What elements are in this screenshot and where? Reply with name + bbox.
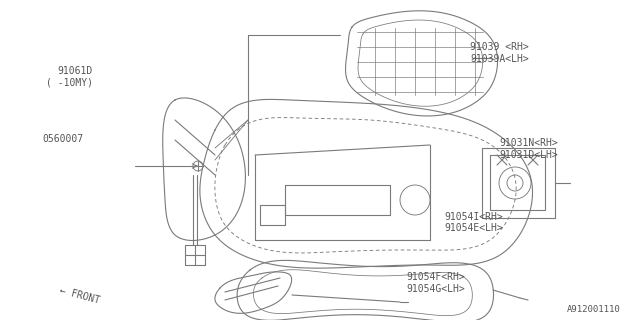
- Text: 0560007: 0560007: [42, 134, 83, 144]
- Text: ← FRONT: ← FRONT: [59, 285, 101, 305]
- Text: A912001110: A912001110: [567, 305, 621, 314]
- Text: 91039 <RH>
91039A<LH>: 91039 <RH> 91039A<LH>: [470, 42, 529, 64]
- Text: 91054I<RH>
91054E<LH>: 91054I<RH> 91054E<LH>: [445, 212, 504, 233]
- Text: 91061D
( -10MY): 91061D ( -10MY): [46, 66, 93, 88]
- Text: 91031N<RH>
91031D<LH>: 91031N<RH> 91031D<LH>: [499, 138, 558, 160]
- Text: 91054F<RH>
91054G<LH>: 91054F<RH> 91054G<LH>: [406, 272, 465, 294]
